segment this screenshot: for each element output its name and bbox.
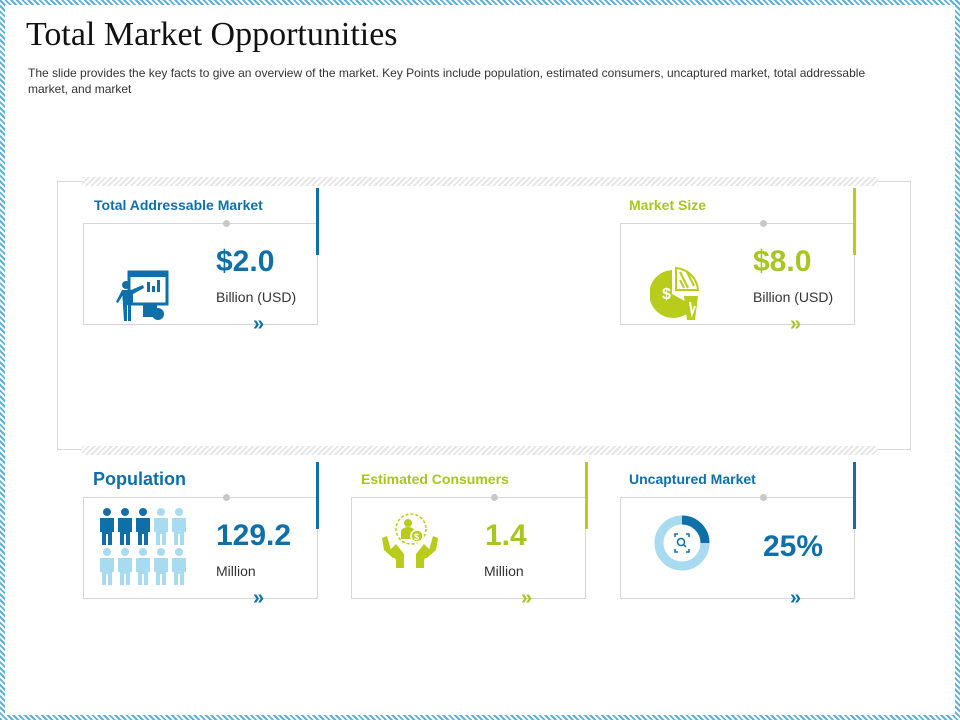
consumers-accent-bar <box>585 462 588 529</box>
market-size-value: $8.0 <box>753 245 812 278</box>
consumers-value: 1.4 <box>485 519 527 552</box>
market-size-chevron-icon[interactable]: » <box>790 313 802 335</box>
donut-progress-icon <box>654 515 710 571</box>
consumers-connector-dot <box>491 494 498 501</box>
tam-card <box>83 223 318 325</box>
svg-text:$: $ <box>662 286 671 303</box>
population-accent-bar <box>316 462 319 529</box>
uncaptured-chevron-icon[interactable]: » <box>790 587 802 609</box>
hands-coin-icon: $ <box>382 513 438 568</box>
svg-text:$: $ <box>414 532 419 542</box>
population-title: Population <box>93 469 186 489</box>
consumers-title: Estimated Consumers <box>361 471 509 487</box>
people-group-icon <box>100 508 186 585</box>
population-chevron-icon[interactable]: » <box>253 587 265 609</box>
donut-progress-arc <box>654 515 710 571</box>
presentation-icon <box>116 270 169 321</box>
uncaptured-value: 25% <box>763 530 824 563</box>
tam-chevron-icon[interactable]: » <box>253 313 265 335</box>
population-value: 129.2 <box>216 519 292 552</box>
market-size-unit: Billion (USD) <box>753 289 834 305</box>
tam-value: $2.0 <box>216 245 275 278</box>
tam-connector-dot <box>223 220 230 227</box>
tam-accent-bar <box>316 188 319 255</box>
page-subtitle: The slide provides the key facts to give… <box>28 66 866 96</box>
tam-title: Total Addressable Market <box>94 197 263 213</box>
page-title: Total Market Opportunities <box>26 16 398 53</box>
top-hatch-divider <box>82 177 878 186</box>
uncaptured-card <box>620 497 855 599</box>
population-connector-dot <box>223 494 230 501</box>
population-unit: Million <box>216 563 256 579</box>
middle-hatch-divider <box>82 446 878 455</box>
market-size-title: Market Size <box>629 197 707 213</box>
market-size-connector-dot <box>760 220 767 227</box>
uncaptured-accent-bar <box>853 462 856 529</box>
uncaptured-title: Uncaptured Market <box>629 471 756 487</box>
market-size-accent-bar <box>853 188 856 255</box>
tam-unit: Billion (USD) <box>216 289 297 305</box>
consumers-chevron-icon[interactable]: » <box>521 587 533 609</box>
pie-chart-dollar-icon: $ <box>650 266 700 320</box>
uncaptured-connector-dot <box>760 494 767 501</box>
consumers-unit: Million <box>484 563 524 579</box>
